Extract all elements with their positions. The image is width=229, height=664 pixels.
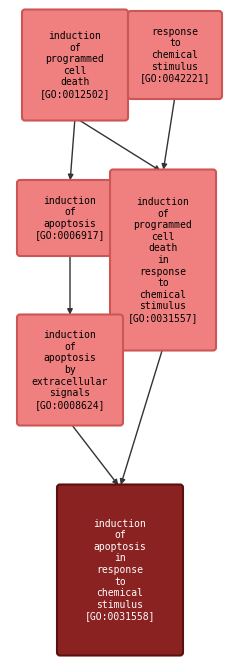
FancyBboxPatch shape (57, 485, 183, 655)
Text: induction
of
programmed
cell
death
in
response
to
chemical
stimulus
[GO:0031557]: induction of programmed cell death in re… (128, 197, 198, 323)
Text: induction
of
programmed
cell
death
[GO:0012502]: induction of programmed cell death [GO:0… (40, 31, 110, 99)
FancyBboxPatch shape (17, 315, 123, 426)
Text: induction
of
apoptosis
[GO:0006917]: induction of apoptosis [GO:0006917] (35, 196, 105, 240)
Text: induction
of
apoptosis
in
response
to
chemical
stimulus
[GO:0031558]: induction of apoptosis in response to ch… (85, 519, 155, 622)
Text: induction
of
apoptosis
by
extracellular
signals
[GO:0008624]: induction of apoptosis by extracellular … (32, 330, 108, 410)
Text: response
to
chemical
stimulus
[GO:0042221]: response to chemical stimulus [GO:004222… (140, 27, 210, 83)
FancyBboxPatch shape (17, 180, 123, 256)
FancyBboxPatch shape (110, 169, 216, 351)
FancyBboxPatch shape (22, 9, 128, 120)
FancyBboxPatch shape (128, 11, 222, 99)
